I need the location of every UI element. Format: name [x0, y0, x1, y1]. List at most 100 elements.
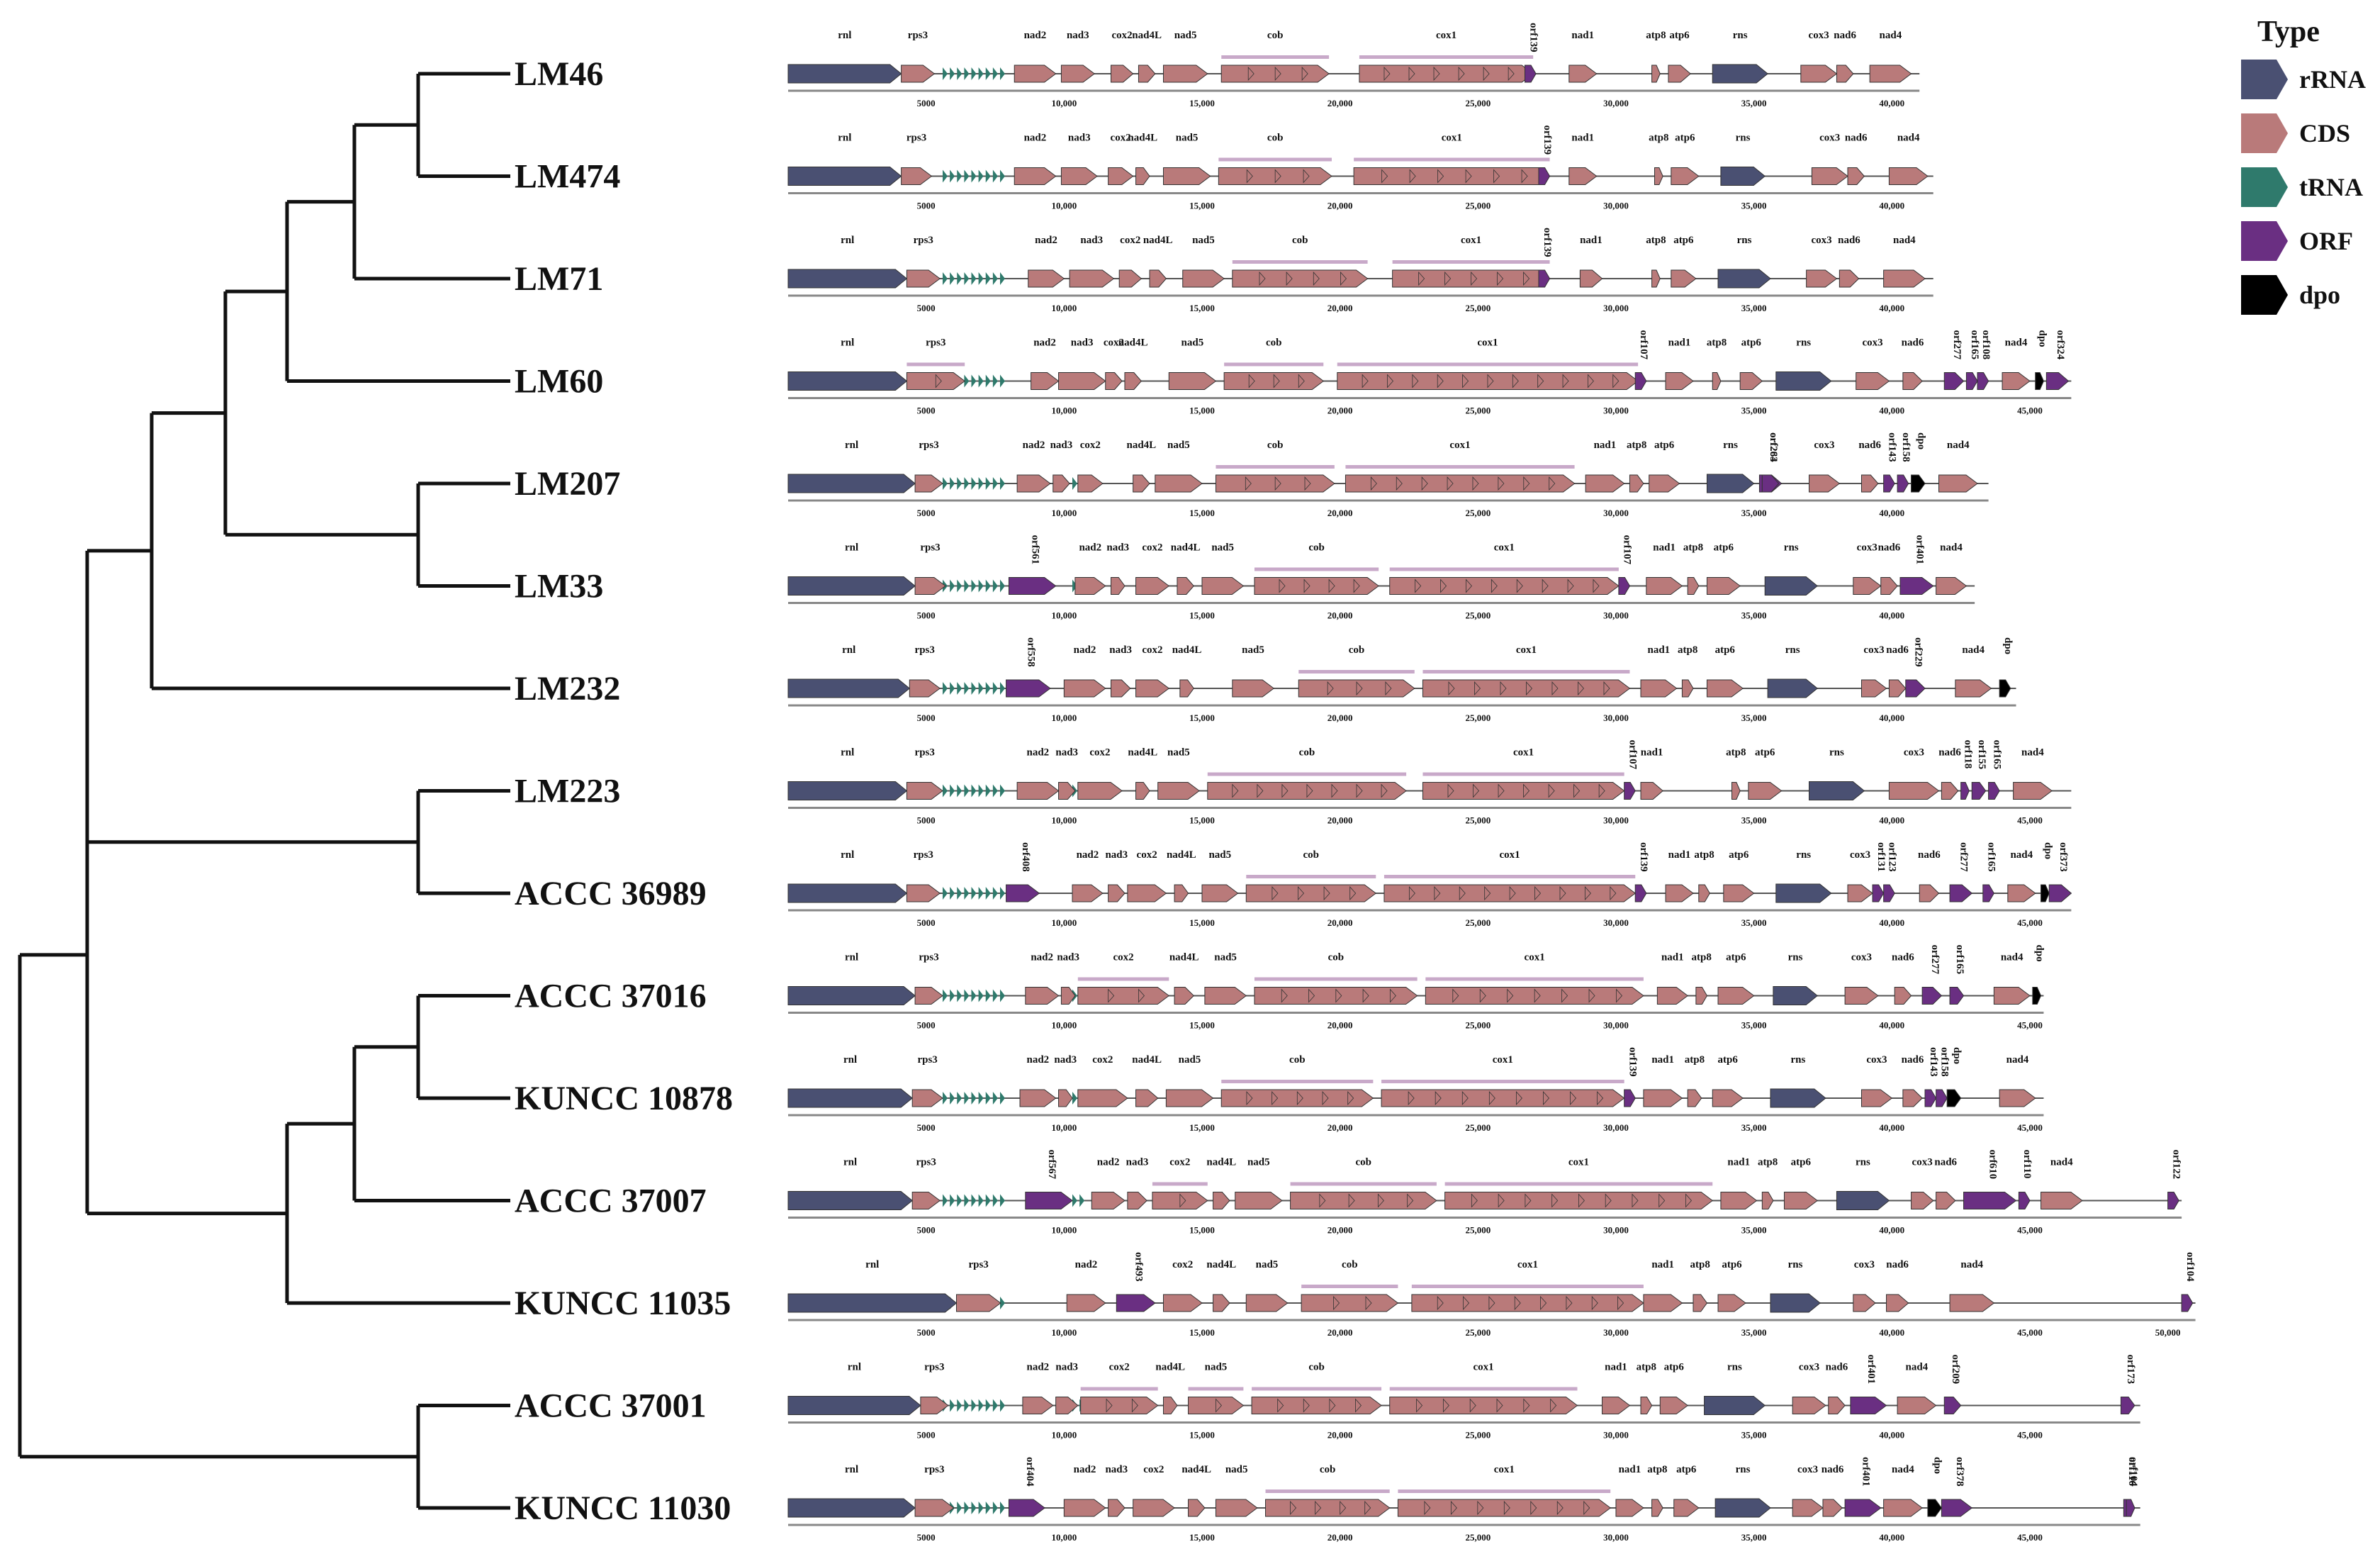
- gene-span-bar: [1398, 1489, 1611, 1493]
- gene-label: rps3: [914, 235, 933, 246]
- gene-label: orf131: [1875, 842, 1887, 872]
- gene-cds: [1177, 577, 1194, 595]
- gene-label: rnl: [843, 1054, 857, 1066]
- scale-tick-label: 20,000: [1327, 98, 1353, 108]
- scale-tick-label: 10,000: [1051, 303, 1077, 313]
- gene-label: nad2: [1024, 133, 1047, 144]
- gene-cds: [1077, 782, 1123, 800]
- trna-mark: [992, 374, 998, 388]
- gene-cds: [1656, 987, 1689, 1005]
- exon-mark: [1685, 1193, 1693, 1208]
- gene-label: cox1: [1477, 337, 1498, 349]
- scale-tick-label: 30,000: [1603, 98, 1629, 108]
- gene-label: cob: [1267, 30, 1284, 41]
- trna-mark: [1079, 1194, 1085, 1207]
- legend-label: ORF: [2299, 227, 2353, 255]
- scale-tick-label: 10,000: [1051, 201, 1077, 211]
- trna-mark: [978, 1502, 984, 1514]
- gene-label: nad2: [1026, 747, 1049, 759]
- gene-label: rns: [1733, 30, 1748, 41]
- gene-label: cob: [1355, 1157, 1371, 1168]
- scale-tick-label: 25,000: [1465, 303, 1491, 313]
- legend-label: CDS: [2299, 119, 2350, 147]
- exon-mark: [1327, 681, 1334, 696]
- gene-label: orf408: [1020, 842, 1031, 872]
- gene-label: nad2: [1097, 1157, 1120, 1168]
- legend-item: CDS: [2241, 113, 2350, 153]
- exon-mark: [1487, 374, 1494, 388]
- trna-mark: [978, 272, 984, 285]
- trna-mark: [964, 67, 970, 80]
- gene-label: orf378: [1954, 1457, 1965, 1487]
- gene-label: cox1: [1474, 1362, 1494, 1373]
- exon-mark: [1508, 66, 1515, 82]
- scale-tick-label: 25,000: [1465, 1122, 1491, 1133]
- gene-orf: [1006, 679, 1051, 698]
- gene-label: nad5: [1167, 440, 1190, 451]
- gene-cds: [1204, 987, 1247, 1005]
- exon-mark: [1435, 1090, 1442, 1106]
- trna-mark: [943, 682, 948, 695]
- exon-mark: [1248, 374, 1255, 388]
- gene-cds: [1615, 1499, 1644, 1517]
- gene-cds: [1853, 577, 1882, 595]
- gene-rrna: [787, 167, 902, 186]
- gene-cds: [1640, 1397, 1653, 1414]
- gene-label: nad5: [1179, 1054, 1201, 1066]
- exon-mark: [1473, 783, 1480, 798]
- gene-label: orf108: [1980, 330, 1992, 360]
- exon-mark: [1306, 783, 1313, 798]
- scale-tick-label: 5000: [917, 712, 936, 723]
- gene-label: cox3: [1857, 542, 1877, 554]
- trna-mark: [971, 579, 977, 593]
- trna-mark: [978, 1399, 984, 1412]
- gene-cds: [1077, 987, 1170, 1005]
- exon-mark: [1483, 66, 1490, 82]
- trna-mark: [985, 682, 991, 695]
- gene-label: orf610: [1987, 1150, 1999, 1180]
- gene-label: atp8: [1692, 952, 1712, 963]
- scale-tick-label: 25,000: [1465, 610, 1491, 621]
- gene-label: rps3: [924, 1464, 944, 1475]
- gene-span-bar: [1354, 157, 1550, 162]
- exon-mark: [1246, 1090, 1253, 1106]
- exon-mark: [1303, 169, 1310, 184]
- gene-label: cox2: [1109, 1362, 1130, 1373]
- gene-rrna: [787, 576, 916, 596]
- exon-mark: [1416, 1398, 1423, 1413]
- gene-orf: [1872, 884, 1885, 902]
- gene-span-bar: [1080, 1387, 1158, 1391]
- gene-label: nad1: [1651, 1259, 1674, 1270]
- trna-mark: [943, 1194, 948, 1207]
- gene-cds: [1579, 269, 1603, 288]
- gene-cds: [1836, 65, 1854, 83]
- gene-orf: [1844, 1499, 1882, 1517]
- gene-cds: [1124, 372, 1143, 390]
- gene-cds: [1936, 1192, 1956, 1209]
- gene-label: nad4L: [1126, 440, 1156, 451]
- gene-cds: [1155, 474, 1203, 493]
- gene-label: nad4L: [1155, 1362, 1185, 1373]
- exon-mark: [1556, 1500, 1564, 1516]
- gene-label: nad6: [1892, 952, 1914, 963]
- scale-tick-label: 25,000: [1465, 1430, 1491, 1441]
- gene-span-bar: [1221, 1080, 1374, 1083]
- exon-mark: [1458, 66, 1465, 82]
- gene-cds: [1936, 577, 1968, 595]
- exon-mark: [1523, 1398, 1530, 1413]
- gene-label: orf229: [1912, 637, 1924, 667]
- exon-mark: [1578, 681, 1584, 696]
- exon-mark: [1274, 476, 1281, 491]
- gene-cds: [1058, 372, 1106, 390]
- scale-tick-label: 15,000: [1189, 712, 1215, 723]
- gene-label: orf373: [2058, 842, 2069, 872]
- gene-label: nad4L: [1118, 337, 1148, 349]
- gene-cds: [1949, 1294, 1995, 1312]
- gene-orf: [1116, 1294, 1156, 1312]
- gene-span-bar: [1254, 977, 1418, 981]
- gene-cds: [1748, 782, 1783, 800]
- phylogenetic-tree: [18, 72, 510, 1510]
- gene-rrna: [787, 269, 908, 289]
- gene-orf: [1971, 782, 1987, 800]
